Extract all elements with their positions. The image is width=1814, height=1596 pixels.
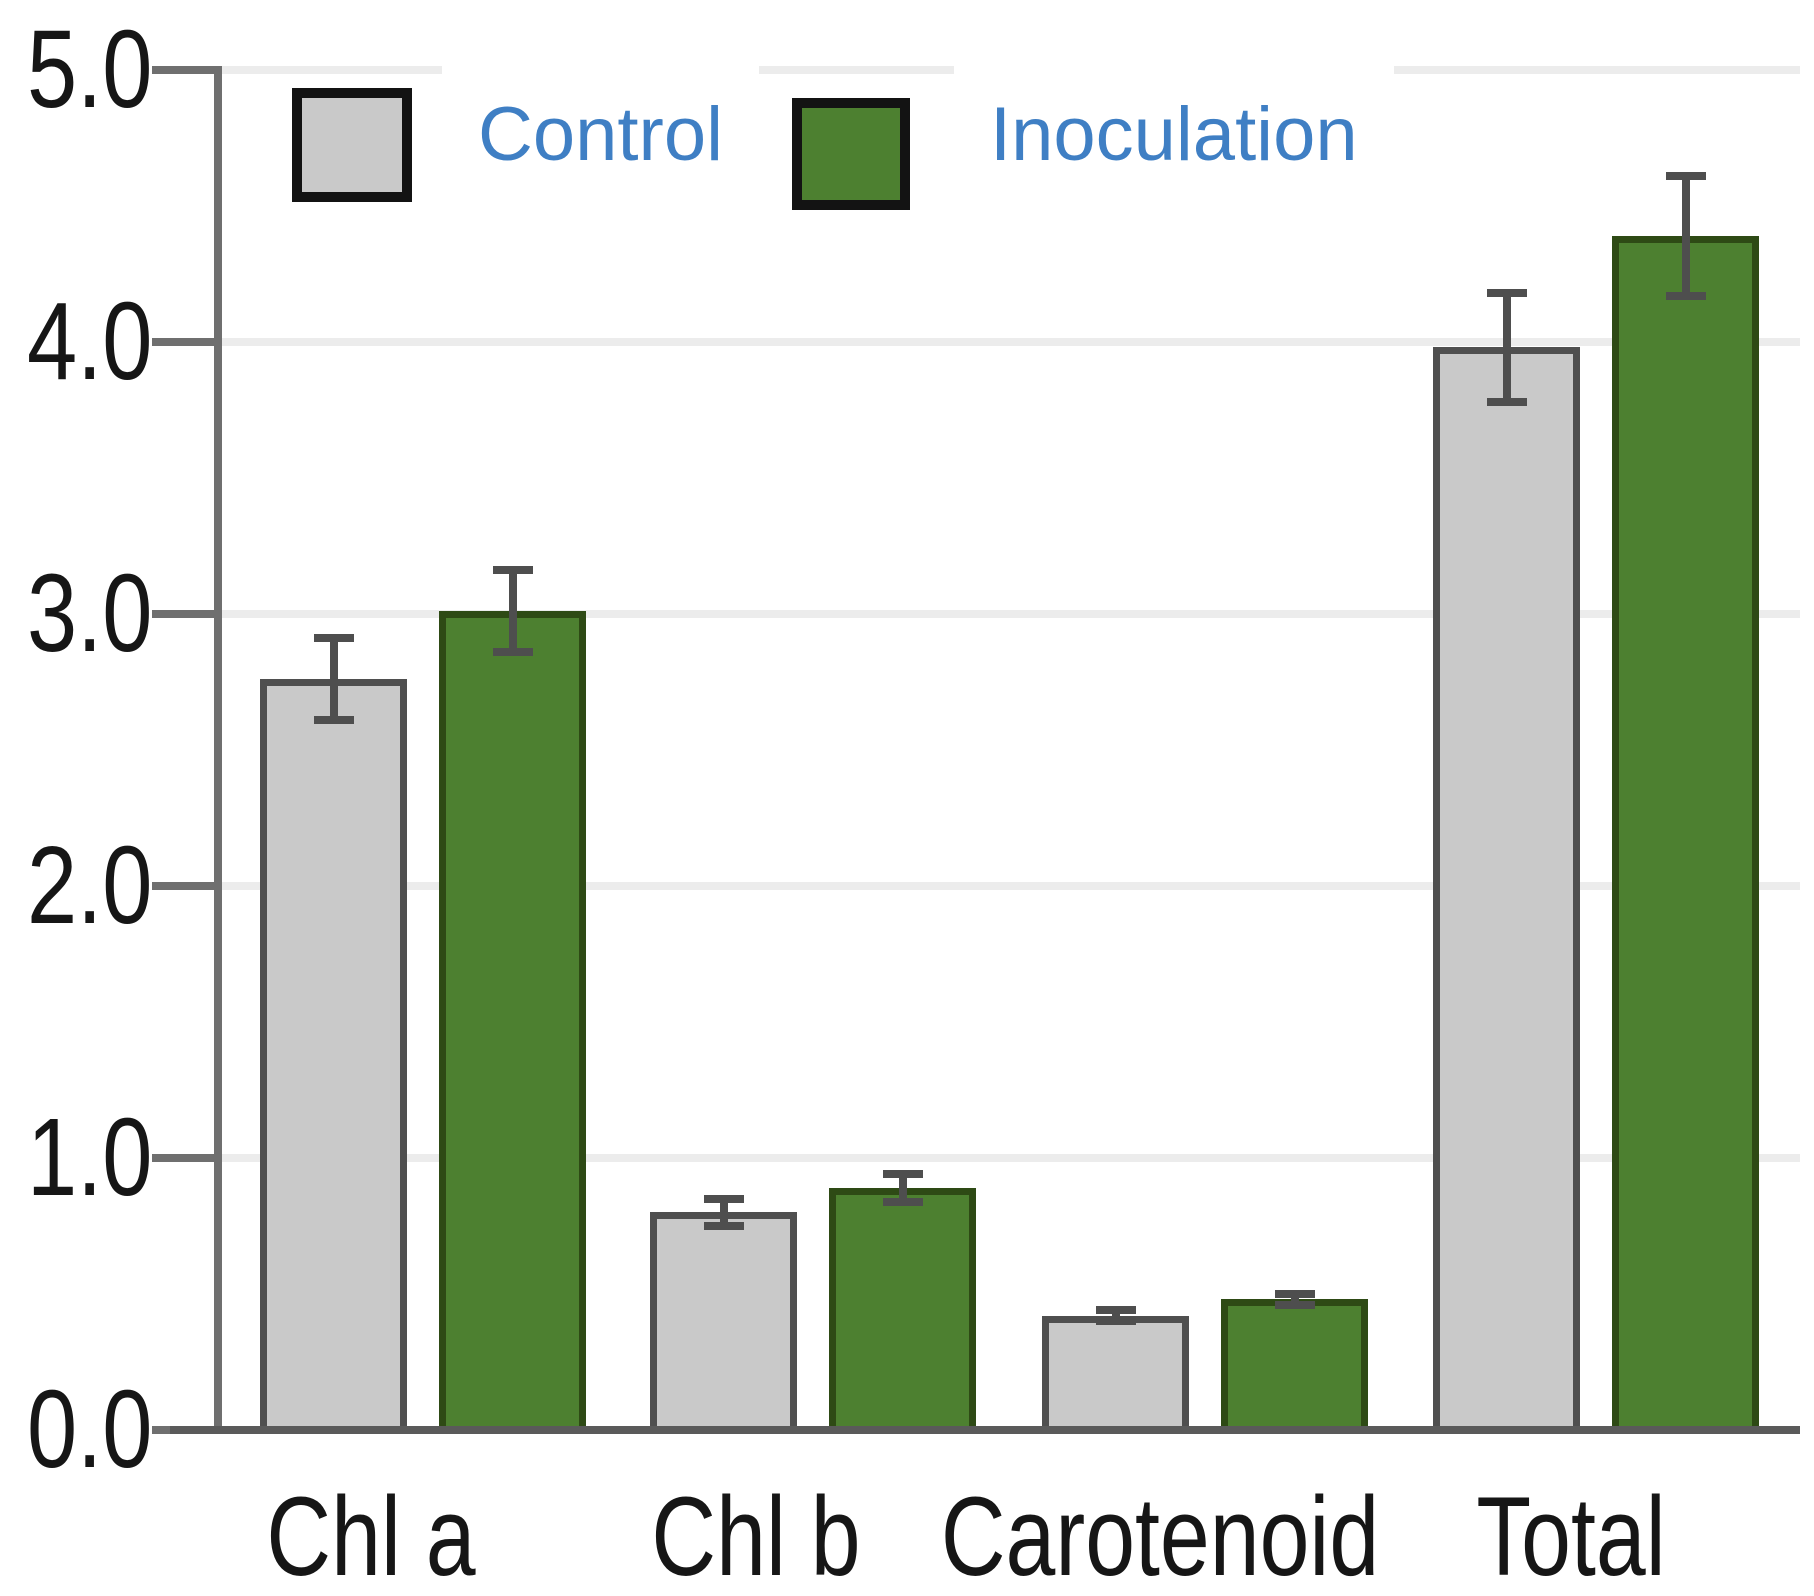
y-axis-tick bbox=[152, 338, 222, 346]
error-bar-cap-top bbox=[882, 1170, 923, 1179]
gridline bbox=[214, 610, 1800, 618]
y-axis-tick-label: 5.0 bbox=[27, 8, 153, 131]
bar-control-chl-a bbox=[260, 679, 407, 1433]
error-bar-cap-bottom bbox=[313, 716, 354, 725]
legend-label-inoculation: Inoculation bbox=[954, 30, 1394, 240]
y-axis-tick-label: 0.0 bbox=[27, 1368, 153, 1491]
error-bar-cap-top bbox=[1486, 289, 1527, 298]
error-bar-stem bbox=[1290, 1294, 1299, 1305]
y-axis-tick bbox=[152, 610, 222, 618]
x-axis-label-total: Total bbox=[1476, 1474, 1666, 1596]
error-bar-cap-bottom bbox=[703, 1222, 744, 1230]
bar-control-total bbox=[1433, 347, 1580, 1433]
error-bar-cap-bottom bbox=[492, 648, 533, 657]
x-axis-line bbox=[170, 1426, 1800, 1434]
error-bar-stem bbox=[1681, 176, 1690, 296]
bar-inoculation-total bbox=[1612, 235, 1759, 1433]
bar-inoculation-chl-b bbox=[829, 1187, 976, 1433]
legend-label-control: Control bbox=[442, 30, 759, 240]
error-bar-stem bbox=[898, 1174, 907, 1202]
gridline bbox=[214, 338, 1800, 346]
error-bar-stem bbox=[329, 638, 338, 721]
error-bar-stem bbox=[1111, 1310, 1120, 1322]
error-bar-cap-bottom bbox=[1665, 291, 1706, 300]
x-axis-label-chl-a: Chl a bbox=[266, 1474, 476, 1596]
y-axis-tick-label: 2.0 bbox=[27, 824, 153, 947]
y-axis-tick bbox=[152, 1154, 222, 1162]
gridline bbox=[214, 1154, 1800, 1162]
x-axis-label-carotenoid: Carotenoid bbox=[940, 1474, 1380, 1596]
legend-swatch-control bbox=[292, 88, 412, 202]
y-axis-tick bbox=[152, 882, 222, 890]
error-bar-stem bbox=[508, 570, 517, 653]
bar-control-carotenoid bbox=[1042, 1315, 1189, 1433]
error-bar-cap-bottom bbox=[1486, 397, 1527, 406]
y-axis-tick bbox=[152, 66, 222, 74]
gridline bbox=[214, 882, 1800, 890]
bar-inoculation-chl-a bbox=[439, 611, 586, 1433]
y-axis-tick-label: 4.0 bbox=[27, 280, 153, 403]
error-bar-cap-bottom bbox=[882, 1197, 923, 1206]
error-bar-cap-top bbox=[1274, 1290, 1315, 1298]
error-bar-cap-top bbox=[703, 1194, 744, 1203]
error-bar-stem bbox=[719, 1198, 728, 1226]
x-axis-label-chl-b: Chl b bbox=[651, 1474, 861, 1596]
error-bar-cap-top bbox=[313, 634, 354, 643]
error-bar-cap-top bbox=[492, 566, 533, 575]
error-bar-stem bbox=[1502, 293, 1511, 402]
error-bar-cap-bottom bbox=[1274, 1300, 1315, 1309]
y-axis-tick-label: 3.0 bbox=[27, 552, 153, 675]
legend-swatch-inoculation bbox=[792, 98, 910, 210]
error-bar-cap-top bbox=[1095, 1306, 1136, 1315]
error-bar-cap-bottom bbox=[1095, 1317, 1136, 1326]
y-axis-tick-label: 1.0 bbox=[27, 1096, 153, 1219]
error-bar-cap-top bbox=[1665, 172, 1706, 181]
y-axis-line bbox=[214, 66, 222, 1434]
bar-control-chl-b bbox=[650, 1212, 797, 1433]
bar-inoculation-carotenoid bbox=[1221, 1299, 1368, 1433]
